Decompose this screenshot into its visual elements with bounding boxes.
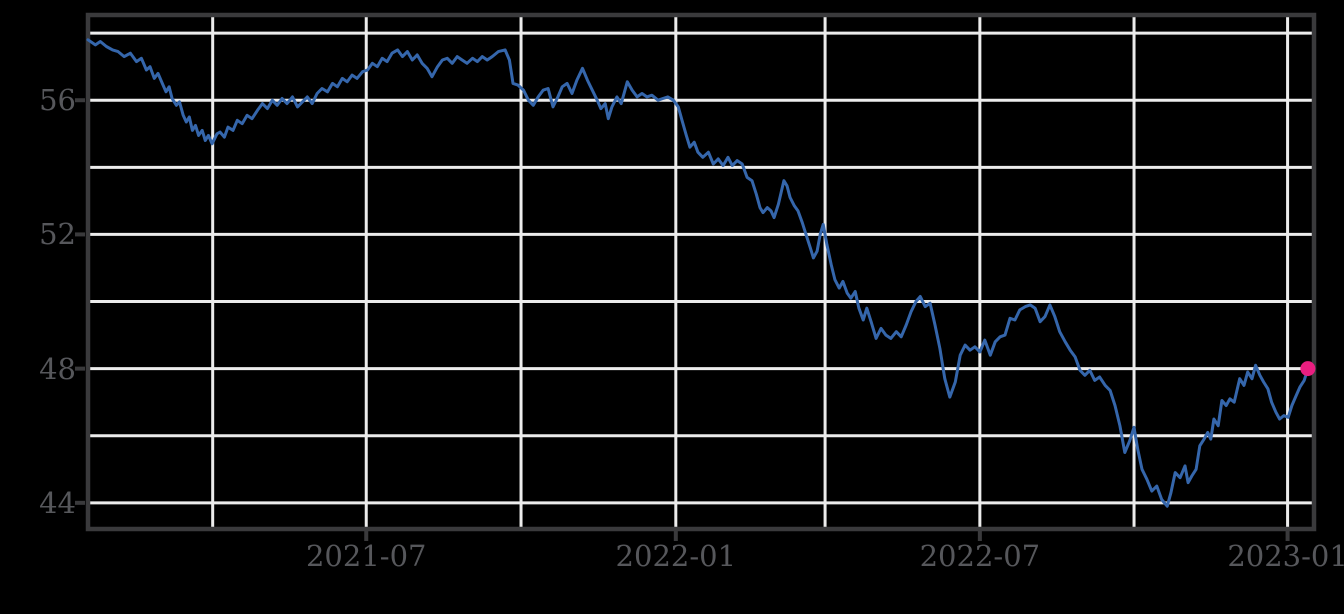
x-tick-label: 2021-07 [305, 539, 427, 573]
plot-border [85, 12, 1317, 532]
x-tick-label: 2022-07 [919, 539, 1041, 573]
price-series-line [86, 38, 1310, 508]
x-tick-label: 2023-01 [1227, 539, 1344, 573]
axes-spines [85, 12, 1317, 532]
y-tick-label: 44 [39, 485, 76, 520]
last-point-marker [1300, 361, 1316, 377]
data-line [86, 38, 1310, 508]
y-tick-label: 48 [39, 351, 76, 386]
y-tick-label: 52 [39, 217, 76, 252]
x-tick-label: 2022-01 [615, 539, 737, 573]
latest-value-dot [1300, 361, 1316, 377]
tick-marks [75, 98, 1290, 541]
gridlines [88, 15, 1314, 529]
y-tick-label: 56 [39, 83, 76, 118]
